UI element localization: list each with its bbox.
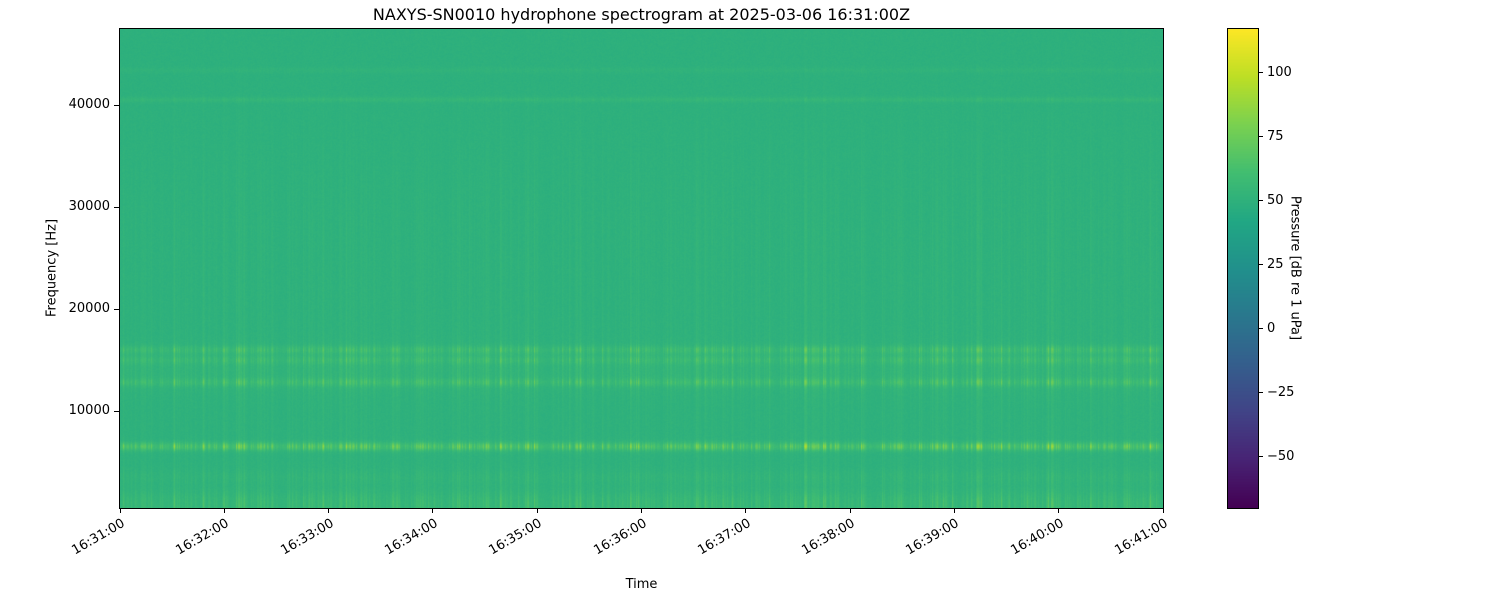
colorbar-tick-mark <box>1259 264 1263 266</box>
x-tick-mark <box>641 509 642 513</box>
x-tick-mark <box>953 509 955 513</box>
x-tick-label: 16:41:00 <box>1112 516 1171 559</box>
x-tick-mark <box>328 509 330 513</box>
y-tick-mark <box>114 410 119 412</box>
colorbar-tick-label: 75 <box>1267 128 1284 144</box>
x-tick-mark <box>432 509 434 513</box>
colorbar-tick-label: 25 <box>1267 256 1284 272</box>
y-tick-mark <box>114 104 119 106</box>
y-tick-mark <box>114 308 119 310</box>
colorbar-tick-mark <box>1259 136 1263 138</box>
x-tick-label: 16:38:00 <box>799 516 858 559</box>
x-tick-mark <box>536 509 538 513</box>
x-axis-label: Time <box>625 577 658 592</box>
colorbar-tick-label: 100 <box>1267 64 1292 80</box>
colorbar-tick-mark <box>1259 200 1263 202</box>
x-tick-label: 16:32:00 <box>173 516 232 559</box>
colorbar-tick-mark <box>1259 456 1263 458</box>
x-tick-label: 16:36:00 <box>590 516 649 559</box>
x-tick-label: 16:34:00 <box>382 516 441 559</box>
x-tick-mark <box>119 509 121 513</box>
x-tick-mark <box>849 509 851 513</box>
spectrogram-heatmap <box>119 28 1164 509</box>
x-tick-mark <box>1162 509 1164 513</box>
x-tick-label: 16:39:00 <box>903 516 962 559</box>
colorbar-tick-mark <box>1259 328 1263 330</box>
x-tick-label: 16:35:00 <box>486 516 545 559</box>
colorbar-tick-mark <box>1259 392 1263 394</box>
colorbar-tick-label: 0 <box>1267 320 1276 336</box>
y-tick-mark <box>114 206 119 208</box>
x-tick-mark <box>223 509 225 513</box>
x-tick-mark <box>745 509 747 513</box>
chart-title: NAXYS-SN0010 hydrophone spectrogram at 2… <box>372 5 911 24</box>
x-tick-label: 16:37:00 <box>695 516 754 559</box>
x-tick-label: 16:33:00 <box>278 516 337 559</box>
colorbar <box>1227 28 1259 509</box>
colorbar-tick-label: −25 <box>1267 384 1295 400</box>
colorbar-label: Pressure [dB re 1 uPa] <box>1287 195 1303 341</box>
colorbar-tick-mark <box>1259 72 1263 74</box>
x-tick-mark <box>1058 509 1060 513</box>
colorbar-tick-label: −50 <box>1267 448 1295 464</box>
x-tick-label: 16:40:00 <box>1008 516 1067 559</box>
y-tick-label: 20000 <box>68 301 110 317</box>
y-tick-label: 10000 <box>68 403 110 419</box>
x-tick-label: 16:31:00 <box>69 516 128 559</box>
y-tick-label: 40000 <box>68 97 110 113</box>
colorbar-tick-label: 50 <box>1267 192 1284 208</box>
y-tick-label: 30000 <box>68 199 110 215</box>
